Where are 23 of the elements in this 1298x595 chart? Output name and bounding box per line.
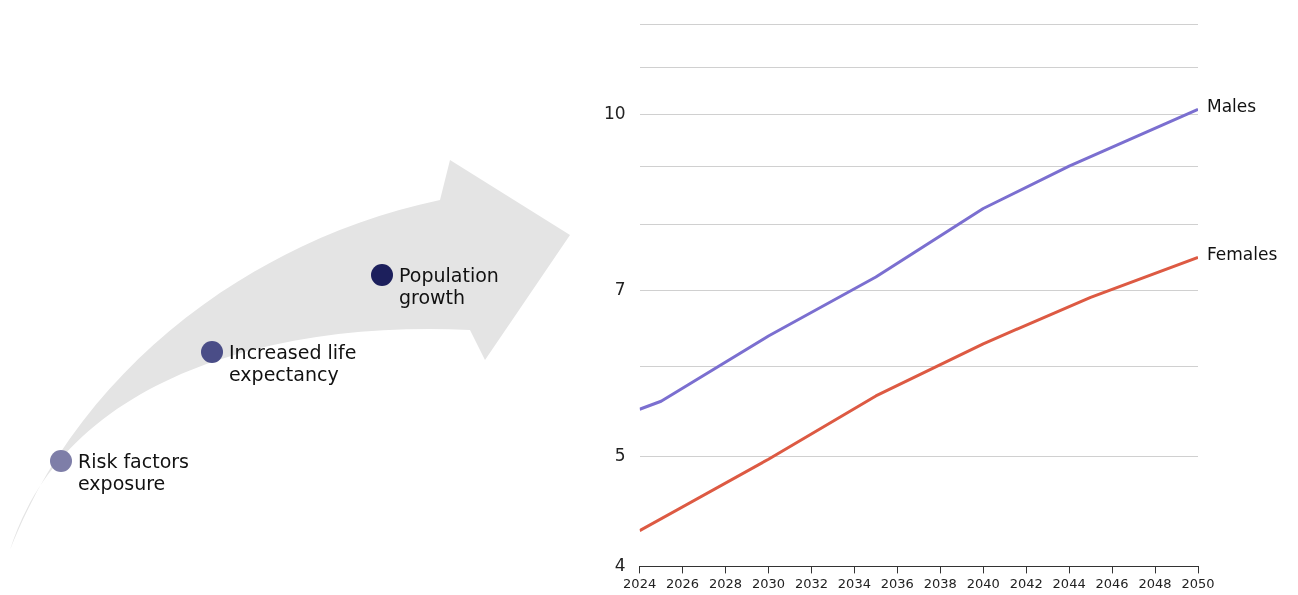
text: Increased life expectancy	[229, 341, 358, 385]
text: Risk factors exposure	[78, 450, 190, 494]
x-tick-label: 2040	[966, 575, 1000, 591]
series-label: Females	[1207, 243, 1278, 264]
text: Population growth	[399, 264, 500, 308]
y-tick-label: 4	[614, 554, 626, 575]
x-tick-label: 2038	[923, 575, 957, 591]
x-tick-label: 2042	[1009, 575, 1043, 591]
y-tick-label: 7	[614, 278, 626, 299]
x-tick-label: 2028	[708, 575, 743, 591]
x-tick-label: 2030	[751, 575, 786, 591]
x-tick-label: 2036	[880, 575, 914, 591]
x-tick-label: 2034	[837, 575, 871, 591]
x-tick-label: 2026	[666, 575, 700, 591]
x-tick-label: 2032	[794, 575, 828, 591]
x-tick-label: 2024	[623, 575, 657, 591]
series-label: Males	[1207, 95, 1257, 116]
x-tick-label: 2048	[1138, 575, 1172, 591]
x-tick-label: 2046	[1095, 575, 1129, 591]
x-tick-label: 2050	[1181, 575, 1215, 591]
y-tick-label: 10	[603, 102, 626, 123]
x-tick-label: 2044	[1052, 575, 1086, 591]
y-tick-label: 5	[614, 444, 626, 465]
